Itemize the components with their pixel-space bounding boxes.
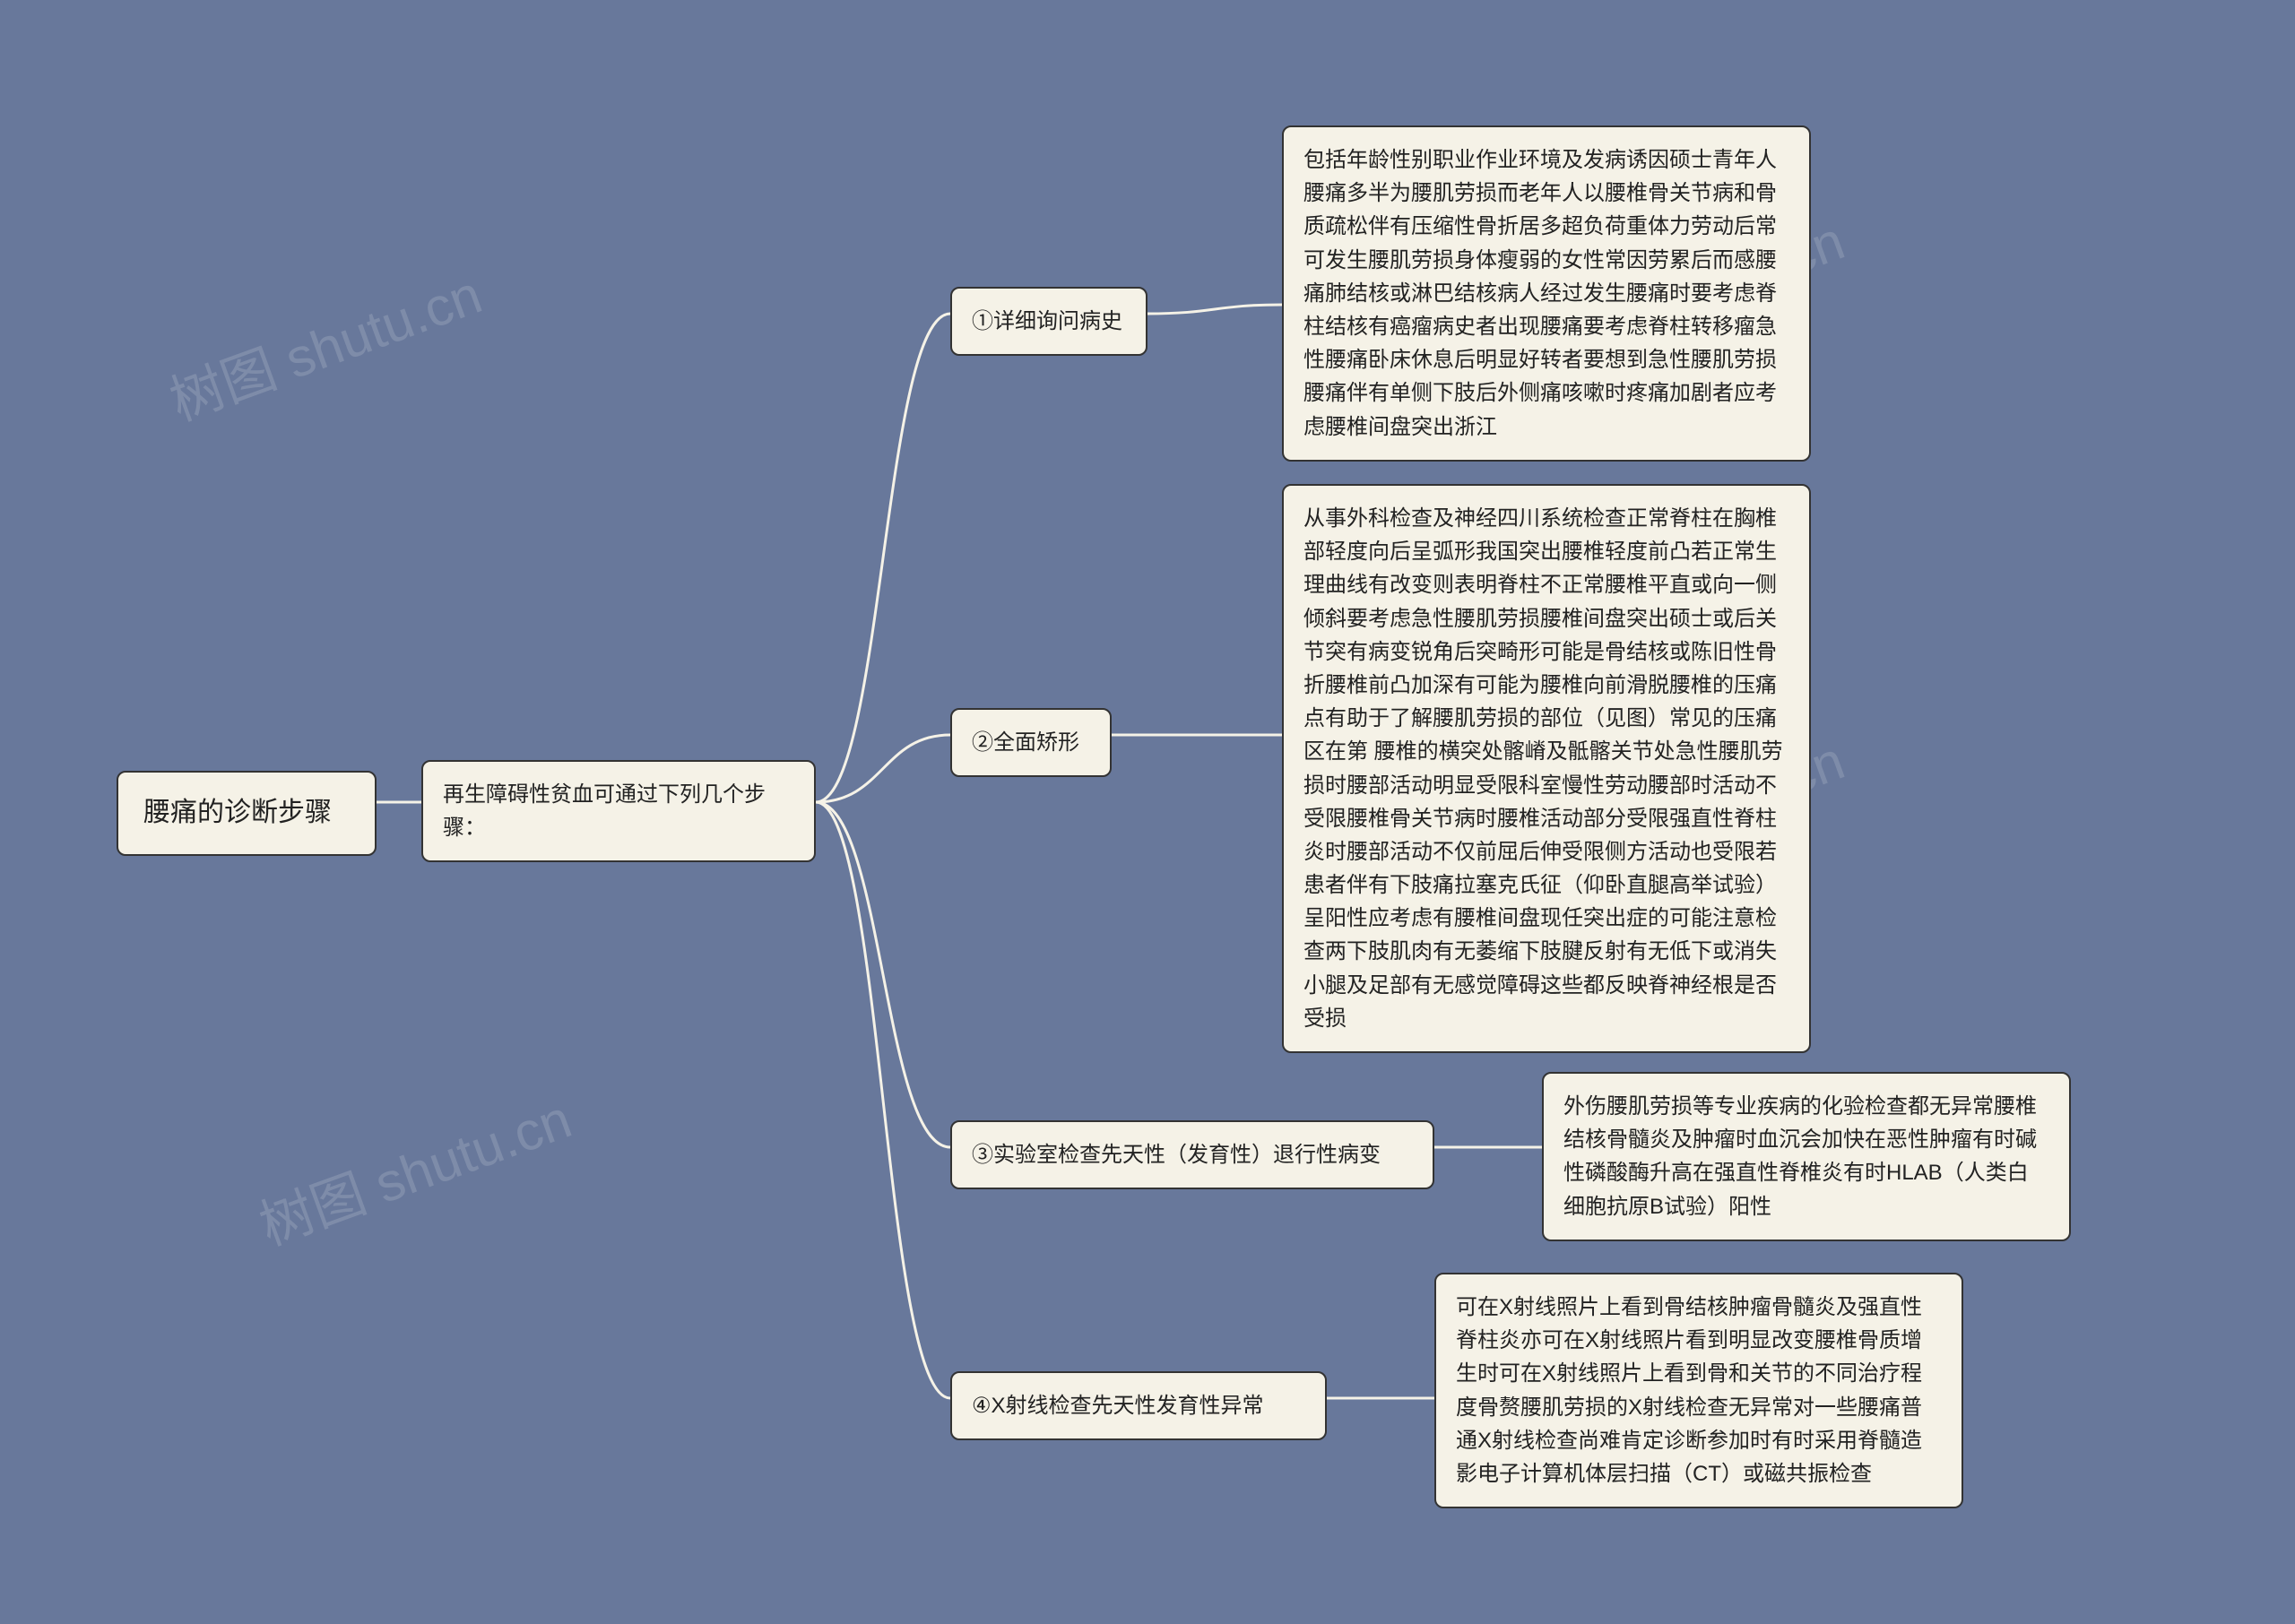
step-title: ④X射线检查先天性发育性异常 — [972, 1394, 1264, 1418]
step-title: ①详细询问病史 — [972, 309, 1122, 333]
mindmap-level1-node[interactable]: 再生障碍性贫血可通过下列几个步骤： — [421, 760, 816, 862]
level1-label: 再生障碍性贫血可通过下列几个步骤： — [443, 782, 766, 840]
watermark: 树图 shutu.cn — [158, 251, 490, 436]
step-2-title-node[interactable]: ②全面矫形 — [950, 708, 1112, 777]
root-label: 腰痛的诊断步骤 — [143, 798, 332, 827]
mindmap-root-node[interactable]: 腰痛的诊断步骤 — [117, 771, 377, 856]
step-1-title-node[interactable]: ①详细询问病史 — [950, 287, 1148, 356]
step-detail: 包括年龄性别职业作业环境及发病诱因硕士青年人腰痛多半为腰肌劳损而老年人以腰椎骨关… — [1303, 148, 1777, 439]
step-detail: 外伤腰肌劳损等专业疾病的化验检查都无异常腰椎结核骨髓炎及肿瘤时血沉会加快在恶性肿… — [1563, 1094, 2037, 1219]
step-2-detail-node[interactable]: 从事外科检查及神经四川系统检查正常脊柱在胸椎部轻度向后呈弧形我国突出腰椎轻度前凸… — [1282, 484, 1811, 1053]
step-title: ③实验室检查先天性（发育性）退行性病变 — [972, 1143, 1381, 1167]
step-title: ②全面矫形 — [972, 730, 1079, 755]
step-detail: 从事外科检查及神经四川系统检查正常脊柱在胸椎部轻度向后呈弧形我国突出腰椎轻度前凸… — [1303, 506, 1783, 1031]
watermark: 树图 shutu.cn — [247, 1075, 580, 1260]
step-4-title-node[interactable]: ④X射线检查先天性发育性异常 — [950, 1371, 1327, 1440]
step-3-detail-node[interactable]: 外伤腰肌劳损等专业疾病的化验检查都无异常腰椎结核骨髓炎及肿瘤时血沉会加快在恶性肿… — [1542, 1072, 2071, 1241]
step-detail: 可在X射线照片上看到骨结核肿瘤骨髓炎及强直性脊柱炎亦可在X射线照片看到明显改变腰… — [1456, 1295, 1922, 1486]
step-4-detail-node[interactable]: 可在X射线照片上看到骨结核肿瘤骨髓炎及强直性脊柱炎亦可在X射线照片看到明显改变腰… — [1434, 1273, 1963, 1508]
step-3-title-node[interactable]: ③实验室检查先天性（发育性）退行性病变 — [950, 1120, 1434, 1189]
step-1-detail-node[interactable]: 包括年龄性别职业作业环境及发病诱因硕士青年人腰痛多半为腰肌劳损而老年人以腰椎骨关… — [1282, 125, 1811, 462]
